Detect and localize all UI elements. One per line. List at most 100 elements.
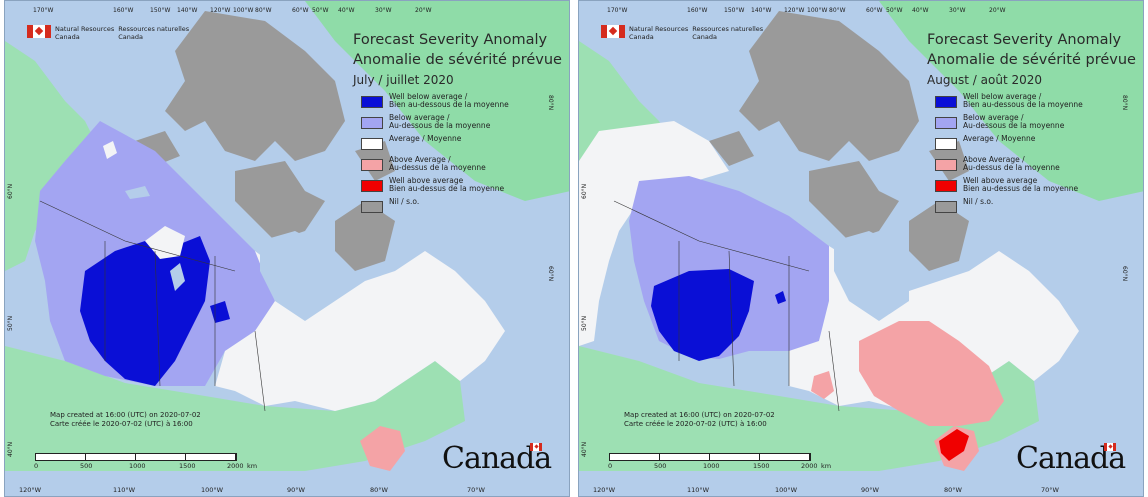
fire-severity-map-july <box>5 1 569 471</box>
legend-label: Well above average Bien au-dessus de la … <box>963 176 1079 193</box>
scale-label: 2000 <box>801 462 818 470</box>
bottom-tick-label: 120°W <box>593 486 616 494</box>
bottom-tick-label: 70°W <box>1041 486 1059 494</box>
legend-swatch <box>935 117 957 129</box>
top-tick-label: 140°W <box>751 7 772 14</box>
credit-fr: Carte créée le 2020-07-02 (UTC) à 16:00 <box>50 420 193 428</box>
legend-item: Above Average / Au-dessus de la moyenne <box>361 156 509 177</box>
scale-label: 1500 <box>179 462 196 470</box>
legend-item: Well above average Bien au-dessus de la … <box>361 177 509 198</box>
top-tick-label: 20°W <box>415 7 432 14</box>
legend-swatch <box>361 180 383 192</box>
legend-swatch <box>361 117 383 129</box>
map-period: July / juillet 2020 <box>353 73 454 87</box>
top-tick-label: 30°W <box>949 7 966 14</box>
top-tick-label: 120°W <box>784 7 805 14</box>
wordmark-flag-icon <box>530 443 542 451</box>
top-tick-label: 100°W <box>233 7 254 14</box>
map-legend: Well below average / Bien au-dessous de … <box>935 93 1083 219</box>
agency-name-fr: Ressources naturelles Canada <box>692 25 764 41</box>
legend-swatch <box>935 159 957 171</box>
map-period: August / août 2020 <box>927 73 1043 87</box>
legend-label: Above Average / Au-dessus de la moyenne <box>389 155 486 172</box>
map-legend: Well below average / Bien au-dessous de … <box>361 93 509 219</box>
legend-label: Below average / Au-dessous de la moyenne <box>963 113 1065 130</box>
right-tick-label: 60°N <box>1120 266 1128 282</box>
fire-severity-map-august <box>579 1 1143 471</box>
legend-item: Nil / s.o. <box>361 198 509 219</box>
left-tick-label: 60°N <box>581 183 588 199</box>
bottom-tick-label: 110°W <box>687 486 710 494</box>
top-tick-label: 40°W <box>338 7 355 14</box>
scale-label: 0 <box>608 462 613 470</box>
legend-label: Well above average Bien au-dessus de la … <box>389 176 505 193</box>
legend-item: Above Average / Au-dessus de la moyenne <box>935 156 1083 177</box>
canada-flag-icon <box>27 25 51 38</box>
top-tick-label: 120°W <box>210 7 231 14</box>
legend-item: Below average / Au-dessous de la moyenne <box>935 114 1083 135</box>
map-credit: Map created at 16:00 (UTC) on 2020-07-02… <box>50 411 201 429</box>
legend-label: Well below average / Bien au-dessous de … <box>963 92 1083 109</box>
legend-item: Well below average / Bien au-dessous de … <box>361 93 509 114</box>
right-tick-label: 80°N <box>546 95 554 111</box>
legend-swatch <box>935 180 957 192</box>
legend-item: Average / Moyenne <box>361 135 509 156</box>
canada-flag-icon <box>601 25 625 38</box>
bottom-tick-label: 100°W <box>775 486 798 494</box>
map-title-en: Forecast Severity Anomaly <box>353 32 548 48</box>
left-tick-label: 40°N <box>7 441 14 457</box>
scale-label: 500 <box>654 462 667 470</box>
legend-swatch <box>361 138 383 150</box>
left-tick-label: 50°N <box>581 315 588 331</box>
top-tick-label: 150°W <box>724 7 745 14</box>
right-tick-label: 60°N <box>546 266 554 282</box>
agency-name-en: Natural Resources Canada <box>55 25 115 41</box>
legend-swatch <box>361 96 383 108</box>
scale-bar <box>609 453 811 461</box>
legend-label: Average / Moyenne <box>389 134 462 143</box>
scale-label: 1000 <box>703 462 720 470</box>
left-tick-label: 60°N <box>7 183 14 199</box>
legend-swatch <box>361 201 383 213</box>
credit-en: Map created at 16:00 (UTC) on 2020-07-02 <box>50 411 201 419</box>
scale-label: 1500 <box>753 462 770 470</box>
legend-swatch <box>361 159 383 171</box>
scale-label: 2000 <box>227 462 244 470</box>
top-tick-label: 150°W <box>150 7 171 14</box>
map-panel-august: 170°W 160°W 150°W 140°W 120°W 100°W 80°W… <box>578 0 1144 497</box>
legend-label: Nil / s.o. <box>963 197 994 206</box>
legend-swatch <box>935 201 957 213</box>
legend-label: Nil / s.o. <box>389 197 420 206</box>
bottom-tick-label: 80°W <box>944 486 962 494</box>
wordmark-flag-icon <box>1104 443 1116 451</box>
legend-label: Below average / Au-dessous de la moyenne <box>389 113 491 130</box>
legend-label: Average / Moyenne <box>963 134 1036 143</box>
top-tick-label: 160°W <box>113 7 134 14</box>
top-tick-label: 80°W <box>829 7 846 14</box>
nrcan-signature: Natural Resources Canada Ressources natu… <box>27 25 189 41</box>
scale-label: 500 <box>80 462 93 470</box>
scale-bar <box>35 453 237 461</box>
legend-label: Well below average / Bien au-dessous de … <box>389 92 509 109</box>
right-tick-label: 80°N <box>1120 95 1128 111</box>
top-tick-label: 60°W <box>866 7 883 14</box>
legend-item: Well below average / Bien au-dessous de … <box>935 93 1083 114</box>
legend-item: Nil / s.o. <box>935 198 1083 219</box>
top-tick-label: 30°W <box>375 7 392 14</box>
top-tick-label: 170°W <box>33 7 54 14</box>
top-tick-label: 20°W <box>989 7 1006 14</box>
scale-label: 0 <box>34 462 39 470</box>
map-credit: Map created at 16:00 (UTC) on 2020-07-02… <box>624 411 775 429</box>
credit-en: Map created at 16:00 (UTC) on 2020-07-02 <box>624 411 775 419</box>
legend-item: Well above average Bien au-dessus de la … <box>935 177 1083 198</box>
legend-swatch <box>935 96 957 108</box>
legend-item: Below average / Au-dessous de la moyenne <box>361 114 509 135</box>
bottom-tick-label: 90°W <box>861 486 879 494</box>
top-tick-label: 60°W <box>292 7 309 14</box>
top-tick-label: 80°W <box>255 7 272 14</box>
legend-label: Above Average / Au-dessus de la moyenne <box>963 155 1060 172</box>
scale-unit: km <box>821 462 832 470</box>
legend-item: Average / Moyenne <box>935 135 1083 156</box>
legend-swatch <box>935 138 957 150</box>
top-tick-label: 40°W <box>912 7 929 14</box>
